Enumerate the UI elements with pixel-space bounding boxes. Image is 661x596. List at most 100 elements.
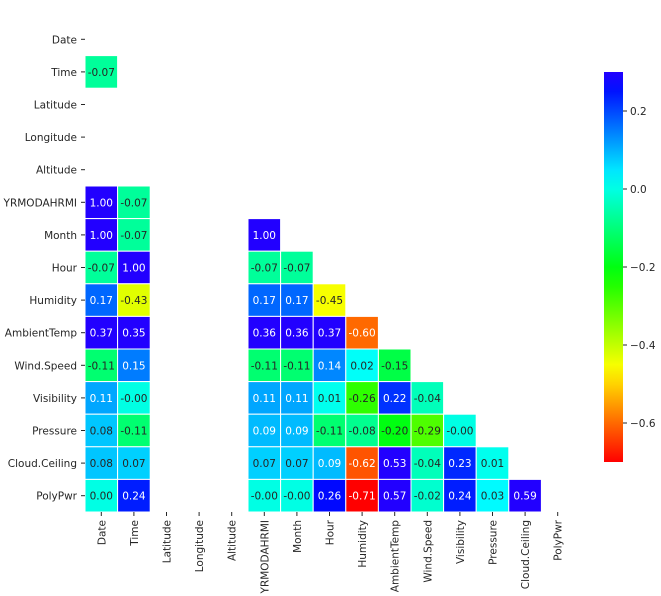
heatmap-cell	[280, 250, 314, 285]
cell-annotation: -0.60	[349, 328, 376, 340]
cell-annotation: -0.07	[120, 230, 147, 242]
x-tick-label: AmbientTemp	[390, 520, 402, 593]
cell-annotation: 0.17	[90, 295, 113, 307]
heatmap-cell	[410, 381, 445, 415]
x-tick-label: Date	[96, 520, 108, 545]
cell-annotation: 0.08	[90, 458, 113, 470]
heatmap-cell	[345, 478, 379, 513]
cell-annotation: -0.07	[120, 197, 147, 209]
cell-annotation: 0.37	[318, 328, 341, 340]
cell-annotation: 0.14	[318, 360, 342, 372]
cell-annotation: -0.62	[349, 458, 376, 470]
heatmap-cell	[312, 446, 347, 480]
cell-annotation: -0.15	[381, 360, 408, 372]
cell-annotation: -0.00	[120, 393, 147, 405]
x-tick-label: Latitude	[162, 520, 174, 563]
cell-annotation: -0.07	[251, 263, 278, 275]
colorbar-tick-label: −0.2	[630, 262, 656, 274]
x-tick-label: Cloud.Ceiling	[520, 520, 532, 589]
cell-annotation: 1.00	[90, 230, 113, 242]
cell-annotation: 1.00	[90, 197, 113, 209]
cell-annotation: 1.00	[253, 230, 276, 242]
cell-annotation: 0.24	[122, 491, 146, 503]
cell-annotation: 0.11	[285, 393, 308, 405]
cell-annotation: -0.11	[283, 360, 310, 372]
cell-annotation: -0.26	[349, 393, 376, 405]
cell-annotation: -0.04	[414, 458, 441, 470]
x-tick-label: Longitude	[194, 520, 206, 572]
heatmap-cell	[84, 381, 119, 415]
heatmap-cell	[312, 315, 347, 350]
cell-annotation: 0.17	[285, 295, 308, 307]
y-tick-label: Latitude	[34, 100, 77, 112]
cell-annotation: -0.00	[446, 426, 473, 438]
heatmap-cell	[508, 478, 542, 513]
heatmap-cell	[84, 348, 119, 383]
y-tick-label: Cloud.Ceiling	[8, 458, 77, 470]
colorbar-tick-label: 0.0	[630, 184, 647, 196]
x-tick-label: Visibility	[455, 520, 467, 564]
y-tick-label: Altitude	[36, 165, 77, 177]
x-tick-label: Wind.Speed	[422, 520, 434, 583]
x-tick-label: YRMODAHRMI	[259, 520, 271, 594]
cell-annotation: 0.36	[253, 328, 277, 340]
cell-annotation: 1.00	[122, 263, 145, 275]
heatmap-cell	[84, 478, 119, 513]
heatmap-cell	[410, 446, 445, 480]
y-tick-label: Wind.Speed	[14, 360, 77, 372]
colorbar-tick-label: 0.2	[630, 106, 647, 118]
x-tick-label: PolyPwr	[553, 519, 565, 560]
cell-annotation: -0.29	[414, 426, 441, 438]
heatmap-cells	[84, 55, 542, 513]
cell-annotation: 0.23	[448, 458, 471, 470]
heatmap-cell	[345, 413, 379, 448]
heatmap-cell	[345, 315, 379, 350]
cell-annotation: -0.07	[88, 67, 115, 79]
y-tick-label: Pressure	[32, 426, 77, 438]
x-tick-label: Altitude	[227, 520, 239, 561]
cell-annotation: 0.09	[253, 426, 276, 438]
cell-annotation: 0.17	[253, 295, 276, 307]
cell-annotation: 0.59	[513, 491, 536, 503]
colorbar-gradient	[604, 72, 623, 462]
cell-annotation: -0.02	[414, 491, 441, 503]
y-tick-label: Humidity	[29, 295, 77, 307]
heatmap-cell	[280, 478, 314, 513]
heatmap-cell	[280, 446, 314, 480]
x-tick-label: Time	[129, 520, 141, 547]
heatmap-cell	[117, 381, 151, 415]
x-tick-label: Humidity	[357, 520, 369, 568]
heatmap-cell	[280, 315, 314, 350]
colorbar-tick-label: −0.4	[630, 340, 656, 352]
cell-annotation: 0.07	[285, 458, 308, 470]
heatmap-cell	[84, 185, 119, 220]
heatmap-cell	[280, 283, 314, 317]
heatmap-cell	[117, 283, 151, 317]
x-tick-label: Month	[292, 520, 304, 553]
cell-annotation: 0.22	[383, 393, 406, 405]
cell-annotation: 0.09	[285, 426, 308, 438]
y-tick-label: AmbientTemp	[5, 328, 78, 340]
cell-annotation: 0.01	[481, 458, 504, 470]
heatmap-cell	[247, 381, 282, 415]
cell-annotation: -0.11	[120, 426, 147, 438]
heatmap-cell	[117, 348, 151, 383]
cell-annotation: 0.36	[285, 328, 309, 340]
cell-annotation: 0.35	[122, 328, 145, 340]
cell-annotation: 0.09	[318, 458, 341, 470]
cell-annotation: 0.24	[448, 491, 472, 503]
cell-annotation: 0.07	[122, 458, 145, 470]
cell-annotation: -0.04	[414, 393, 441, 405]
cell-annotation: 0.57	[383, 491, 406, 503]
heatmap-cell	[443, 478, 477, 513]
heatmap-cell	[117, 446, 151, 480]
cell-annotation: 0.11	[253, 393, 276, 405]
cell-annotation: -0.71	[349, 491, 376, 503]
cell-annotation: -0.43	[120, 295, 147, 307]
cell-annotation: 0.00	[90, 491, 113, 503]
cell-annotation: 0.15	[122, 360, 145, 372]
cell-annotation: 0.03	[481, 491, 504, 503]
cell-annotation: 0.07	[253, 458, 276, 470]
cell-annotation: -0.45	[316, 295, 343, 307]
